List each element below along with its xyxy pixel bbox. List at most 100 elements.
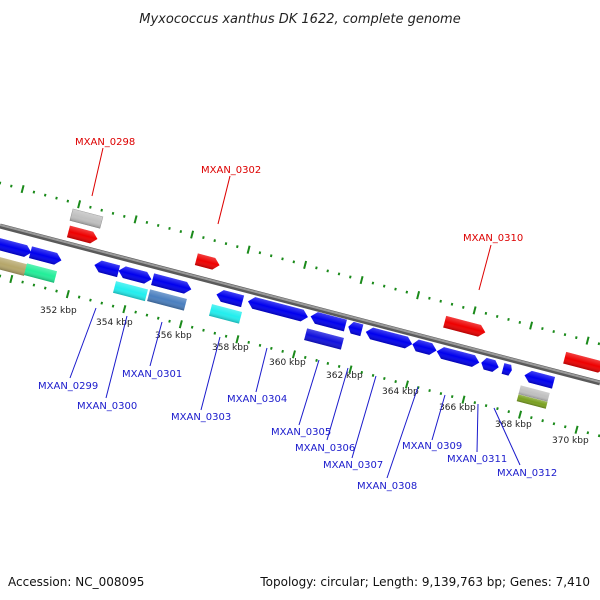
scale-minor-tick bbox=[371, 281, 375, 285]
scale-minor-tick bbox=[326, 269, 329, 273]
scale-minor-tick bbox=[156, 223, 160, 227]
topology-summary: Topology: circular; Length: 9,139,763 bp… bbox=[259, 575, 590, 589]
tick-label-358: 358 kbp bbox=[212, 343, 249, 353]
scale-major-tick bbox=[461, 395, 466, 404]
scale-minor-tick bbox=[507, 317, 510, 321]
tick-label-356: 356 kbp bbox=[155, 331, 192, 341]
gene-label-mxan-0309[interactable]: MXAN_0309 bbox=[402, 441, 462, 452]
scale-major-tick bbox=[291, 350, 296, 359]
tick-label-360: 360 kbp bbox=[269, 358, 306, 368]
scale-major-tick bbox=[20, 184, 25, 194]
label-leaders-top bbox=[91, 147, 492, 291]
scale-minor-tick bbox=[439, 299, 442, 303]
scale-minor-tick bbox=[428, 389, 431, 393]
scale-major-tick bbox=[348, 365, 353, 374]
scale-minor-tick bbox=[10, 184, 13, 188]
scale-minor-tick bbox=[281, 257, 284, 261]
scale-minor-tick bbox=[190, 325, 194, 329]
scale-minor-tick bbox=[394, 287, 397, 291]
map-title: Myxococcus xanthus DK 1622, complete gen… bbox=[139, 12, 460, 27]
scale-minor-tick bbox=[586, 431, 590, 435]
scale-minor-tick bbox=[473, 401, 477, 405]
scale-minor-tick bbox=[541, 327, 544, 331]
gene-label-mxan-0301[interactable]: MXAN_0301 bbox=[122, 369, 182, 380]
scale-minor-tick bbox=[168, 319, 171, 323]
scale-minor-tick bbox=[383, 376, 386, 381]
scale-minor-tick bbox=[337, 364, 341, 368]
gene-label-mxan-0312[interactable]: MXAN_0312 bbox=[497, 468, 557, 479]
gene-label-mxan-0305[interactable]: MXAN_0305 bbox=[271, 427, 331, 438]
scale-major-tick bbox=[359, 275, 364, 285]
scale-minor-tick bbox=[21, 280, 24, 284]
scale-minor-tick bbox=[32, 190, 36, 194]
gene-label-mxan-0310[interactable]: MXAN_0310 bbox=[463, 233, 523, 244]
scale-minor-tick bbox=[382, 284, 386, 288]
scale-minor-tick bbox=[247, 340, 250, 344]
scale-minor-tick bbox=[462, 305, 465, 309]
scale-minor-tick bbox=[258, 251, 262, 255]
scale-minor-tick bbox=[518, 320, 522, 324]
scale-minor-tick bbox=[111, 211, 115, 215]
scale-major-tick bbox=[529, 321, 534, 330]
accession-text: Accession: NC_008095 bbox=[8, 575, 144, 589]
scale-minor-tick bbox=[224, 334, 228, 338]
scale-minor-tick bbox=[43, 193, 47, 197]
tick-label-364: 364 kbp bbox=[382, 387, 419, 397]
scale-major-tick bbox=[518, 410, 523, 419]
scale-minor-tick bbox=[213, 239, 216, 243]
tick-label-370: 370 kbp bbox=[552, 436, 589, 446]
scale-minor-tick bbox=[450, 302, 454, 306]
scale-minor-tick bbox=[575, 336, 578, 340]
scale-major-tick bbox=[404, 380, 409, 389]
scale-minor-tick bbox=[123, 214, 126, 218]
scale-minor-tick bbox=[258, 343, 262, 347]
gene-label-mxan-0303[interactable]: MXAN_0303 bbox=[171, 412, 231, 423]
scale-minor-tick bbox=[145, 313, 149, 317]
scale-major-tick bbox=[416, 291, 421, 300]
scale-minor-tick bbox=[100, 208, 103, 212]
scale-major-tick bbox=[178, 320, 183, 329]
scale-minor-tick bbox=[405, 290, 409, 294]
scale-minor-tick bbox=[484, 311, 488, 315]
scale-major-tick bbox=[122, 305, 127, 314]
scale-major-tick bbox=[77, 200, 82, 209]
scale-major-tick bbox=[303, 260, 308, 269]
scale-minor-tick bbox=[597, 434, 600, 438]
tick-label-368: 368 kbp bbox=[495, 420, 532, 430]
scale-minor-tick bbox=[134, 310, 137, 314]
genome-backbone bbox=[0, 223, 600, 386]
gene-labels-bottom: MXAN_0299 MXAN_0300 MXAN_0301 MXAN_0303 … bbox=[38, 369, 557, 492]
scale-minor-tick bbox=[100, 301, 104, 305]
scale-minor-tick bbox=[326, 361, 330, 365]
gene-label-mxan-0308[interactable]: MXAN_0308 bbox=[357, 481, 417, 492]
scale-major-tick bbox=[133, 215, 138, 224]
gene-label-mxan-0304[interactable]: MXAN_0304 bbox=[227, 394, 287, 405]
scale-major-tick bbox=[9, 274, 14, 284]
scale-minor-tick bbox=[552, 330, 555, 334]
scale-minor-tick bbox=[450, 395, 454, 399]
gene-label-mxan-0311[interactable]: MXAN_0311 bbox=[447, 454, 507, 465]
scale-minor-tick bbox=[55, 289, 58, 293]
gene-label-mxan-0302[interactable]: MXAN_0302 bbox=[201, 165, 261, 176]
bottom-dotted-track bbox=[0, 274, 600, 438]
tick-label-362: 362 kbp bbox=[326, 371, 363, 381]
scale-major-tick bbox=[472, 306, 477, 315]
scale-minor-tick bbox=[337, 272, 341, 276]
gene-label-mxan-0300[interactable]: MXAN_0300 bbox=[77, 401, 137, 412]
gene-label-mxan-0298[interactable]: MXAN_0298 bbox=[75, 137, 135, 148]
scale-minor-tick bbox=[89, 298, 92, 302]
scale-minor-tick bbox=[89, 205, 92, 209]
scale-minor-tick bbox=[32, 283, 36, 287]
gene-label-mxan-0307[interactable]: MXAN_0307 bbox=[323, 460, 383, 471]
scale-minor-tick bbox=[428, 296, 431, 300]
scale-minor-tick bbox=[507, 410, 511, 414]
scale-minor-tick bbox=[111, 304, 115, 308]
gene-label-mxan-0306[interactable]: MXAN_0306 bbox=[295, 443, 355, 454]
scale-minor-tick bbox=[315, 266, 318, 270]
gene-label-mxan-0299[interactable]: MXAN_0299 bbox=[38, 381, 98, 392]
scale-minor-tick bbox=[292, 260, 296, 264]
scale-labels: 352 kbp 354 kbp 356 kbp 358 kbp 360 kbp … bbox=[40, 306, 589, 446]
scale-minor-tick bbox=[66, 199, 70, 203]
scale-major-tick bbox=[190, 230, 195, 239]
